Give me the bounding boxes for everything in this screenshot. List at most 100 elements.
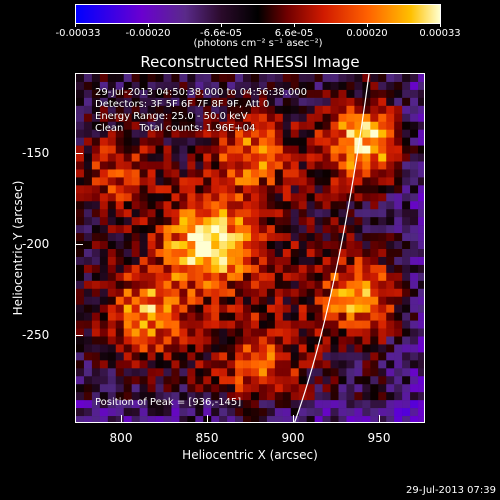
heatmap-cell [155,352,164,361]
heatmap-cell [211,161,220,170]
heatmap-cell [370,81,379,91]
heatmap-cell [83,312,93,321]
heatmap-cell [354,81,363,91]
heatmap-cell [76,304,85,313]
heatmap-cell [235,129,244,138]
heatmap-cell [179,272,188,282]
heatmap-cell [123,304,132,313]
heatmap-cell [107,89,117,99]
heatmap-cell [211,89,220,99]
heatmap-cell [258,217,268,226]
heatmap-cell [179,304,188,313]
heatmap-cell [91,296,101,305]
heatmap-cell [147,400,156,409]
heatmap-cell [211,249,220,258]
heatmap-cell [235,89,244,99]
heatmap-cell [330,320,339,329]
heatmap-cell [314,145,323,154]
heatmap-cell [251,272,260,282]
heatmap-cell [107,416,117,422]
heatmap-cell [91,376,101,385]
heatmap-cell [123,105,132,115]
heatmap-cell [91,368,101,377]
heatmap-cell [235,360,244,369]
heatmap-cell [99,256,109,266]
heatmap-cell [378,145,387,154]
heatmap-cell [203,185,212,194]
heatmap-cell [243,233,252,242]
heatmap-cell [346,384,355,393]
heatmap-cell [330,209,339,218]
heatmap-cell [211,217,220,226]
heatmap-cell [338,344,347,353]
heatmap-cell [378,264,387,274]
heatmap-cell [251,177,260,186]
heatmap-cell [203,153,212,162]
heatmap-cell [243,105,252,115]
heatmap-cell [83,352,93,361]
heatmap-cell [354,137,363,146]
heatmap-cell [394,89,403,99]
heatmap-cell [187,89,196,99]
heatmap-cell [163,209,172,218]
heatmap-cell [282,89,292,99]
heatmap-cell [330,121,339,130]
heatmap-cell [243,328,252,337]
heatmap-cell [91,121,101,130]
heatmap-cell [418,129,424,138]
heatmap-cell [370,392,379,401]
heatmap-cell [410,129,419,138]
heatmap-cell [115,81,125,91]
heatmap-cell [235,105,244,115]
heatmap-cell [274,400,284,409]
heatmap-cell [163,264,172,274]
heatmap-cell [402,153,411,162]
heatmap-cell [83,368,93,377]
heatmap-cell [306,312,315,321]
heatmap-cell [282,145,292,154]
heatmap-cell [314,89,323,99]
heatmap-cell [99,320,109,329]
heatmap-cell [290,145,300,154]
heatmap-cell [227,416,236,422]
heatmap-cell [402,320,411,329]
heatmap-cell [115,312,125,321]
heatmap-cell [378,376,387,385]
heatmap-cell [195,272,204,282]
heatmap-cell [76,209,85,218]
heatmap-cell [91,161,101,170]
heatmap-cell [338,113,347,123]
heatmap-cell [227,272,236,282]
heatmap-cell [274,296,284,305]
heatmap-cell [290,249,300,258]
heatmap-cell [203,209,212,218]
heatmap-cell [227,249,236,258]
heatmap-cell [394,233,403,242]
heatmap-cell [346,74,355,83]
heatmap-cell [418,137,424,146]
heatmap-cell [187,249,196,258]
heatmap-cell [266,169,276,178]
heatmap-cell [211,304,220,313]
heatmap-cell [76,408,85,417]
heatmap-cell [251,249,260,258]
heatmap-cell [370,336,379,345]
heatmap-cell [123,320,132,329]
heatmap-cell [131,113,140,123]
heatmap-cell [155,185,164,194]
heatmap-cell [290,185,300,194]
heatmap-cell [370,137,379,146]
y-tick-label: -200 [22,237,50,251]
heatmap-cell [370,312,379,321]
heatmap-cell [107,137,117,146]
heatmap-cell [211,225,220,234]
heatmap-cell [314,113,323,123]
heatmap-cell [91,89,101,99]
heatmap-cell [195,97,204,107]
heatmap-cell [155,121,164,130]
heatmap-cell [99,296,109,305]
heatmap-cell [346,336,355,345]
heatmap-cell [147,201,156,210]
heatmap-cell [107,145,117,154]
heatmap-cell [203,288,212,298]
